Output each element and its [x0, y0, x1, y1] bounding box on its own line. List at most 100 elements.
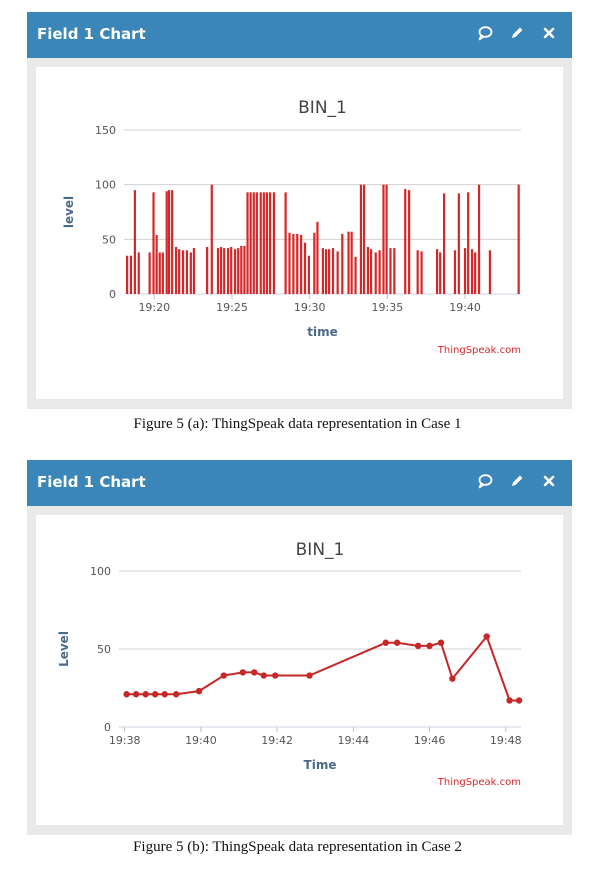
- bar: [316, 221, 319, 294]
- chart-area: BIN_1 0 50 100 19:38 19:40 19:42 19:44 19:46 19:4…: [36, 515, 563, 825]
- y-tick-label: 0: [104, 721, 111, 734]
- bar: [517, 184, 520, 294]
- y-tick-label: 50: [102, 233, 116, 246]
- bar: [185, 250, 189, 294]
- bar: [237, 248, 240, 294]
- bar: [341, 233, 344, 294]
- bar: [369, 249, 373, 294]
- bar: [262, 192, 265, 294]
- bar: [161, 252, 164, 294]
- data-point: [449, 675, 456, 682]
- series-line: [126, 634, 520, 702]
- close-icon[interactable]: [540, 24, 558, 42]
- data-point: [306, 672, 313, 679]
- bar: [385, 184, 388, 294]
- bar: [227, 248, 230, 294]
- chart-title: BIN_1: [298, 98, 347, 118]
- bar: [313, 232, 316, 294]
- comment-icon[interactable]: [476, 472, 494, 490]
- bar: [362, 184, 366, 294]
- data-point: [437, 639, 445, 646]
- data-point: [161, 691, 168, 698]
- x-tick-label: 19:35: [372, 301, 404, 314]
- bar: [265, 192, 269, 294]
- data-point: [506, 697, 513, 704]
- bar: [178, 249, 181, 294]
- data-point: [142, 691, 149, 698]
- bar: [416, 250, 419, 294]
- data-point: [239, 669, 247, 676]
- data-point: [393, 639, 401, 646]
- bar: [171, 190, 174, 294]
- bar: [420, 251, 423, 294]
- bar: [167, 190, 171, 294]
- y-tick-label: 100: [90, 565, 111, 578]
- bar: [366, 246, 370, 294]
- bar: [328, 249, 331, 294]
- bar: [288, 232, 291, 294]
- x-tick-label: 19:30: [294, 301, 326, 314]
- bar: [129, 255, 133, 294]
- x-tick-label: 19:42: [261, 734, 293, 747]
- y-tick-label: 0: [109, 288, 116, 301]
- x-tick-label: 19:40: [449, 301, 481, 314]
- bar: [457, 193, 460, 294]
- bar: [354, 256, 357, 294]
- close-icon[interactable]: [540, 472, 558, 490]
- x-tick-label: 19:44: [337, 734, 369, 747]
- edit-icon[interactable]: [508, 472, 526, 490]
- bar: [272, 192, 276, 294]
- x-axis-label: time: [307, 325, 338, 339]
- bar: [296, 233, 299, 294]
- bar: [246, 192, 249, 294]
- bar: [148, 252, 151, 294]
- thingspeak-credit: ThingSpeak.com: [437, 777, 521, 788]
- bar: [216, 248, 220, 294]
- edit-icon[interactable]: [508, 24, 526, 42]
- data-point: [195, 687, 203, 695]
- bar: [477, 184, 481, 294]
- data-point: [151, 691, 159, 698]
- data-point: [220, 672, 227, 679]
- bar: [300, 234, 303, 294]
- bar: [382, 184, 385, 294]
- bar: [240, 245, 243, 294]
- bar: [408, 190, 411, 294]
- chart-panel-b: Field 1 Chart BIN_1 0 50 100 19:38 19:40 19:42…: [27, 460, 572, 835]
- bar: [223, 248, 226, 294]
- bar: [442, 193, 446, 294]
- bar: [347, 231, 350, 294]
- bar: [165, 191, 168, 294]
- data-point: [382, 639, 389, 646]
- data-point: [414, 642, 422, 650]
- bar: [331, 248, 335, 294]
- bar: [233, 249, 237, 294]
- x-tick-label: 19:40: [185, 734, 217, 747]
- bar: [133, 190, 136, 294]
- bar: [463, 248, 467, 294]
- y-axis-label: level: [62, 196, 76, 228]
- x-tick-label: 19:25: [216, 301, 248, 314]
- data-point: [132, 691, 140, 698]
- x-tick-label: 19:20: [138, 301, 170, 314]
- bar: [336, 251, 339, 294]
- bar: [174, 246, 178, 294]
- bar: [158, 252, 161, 294]
- data-point: [515, 697, 523, 704]
- bar: [249, 192, 252, 294]
- x-tick-label: 19:48: [490, 734, 522, 747]
- bar: [192, 248, 196, 294]
- comment-icon[interactable]: [476, 24, 494, 42]
- bar: [374, 252, 377, 294]
- bar: [488, 250, 492, 294]
- panel-header: Field 1 Chart: [27, 12, 572, 58]
- x-tick-label: 19:38: [109, 734, 141, 747]
- bar: [152, 192, 155, 294]
- data-point: [260, 672, 267, 679]
- bar: [389, 248, 392, 294]
- bar: [206, 246, 209, 294]
- bar: [210, 184, 213, 294]
- y-tick-label: 150: [95, 124, 116, 137]
- bar: [189, 252, 192, 294]
- panel-title: Field 1 Chart: [37, 25, 146, 43]
